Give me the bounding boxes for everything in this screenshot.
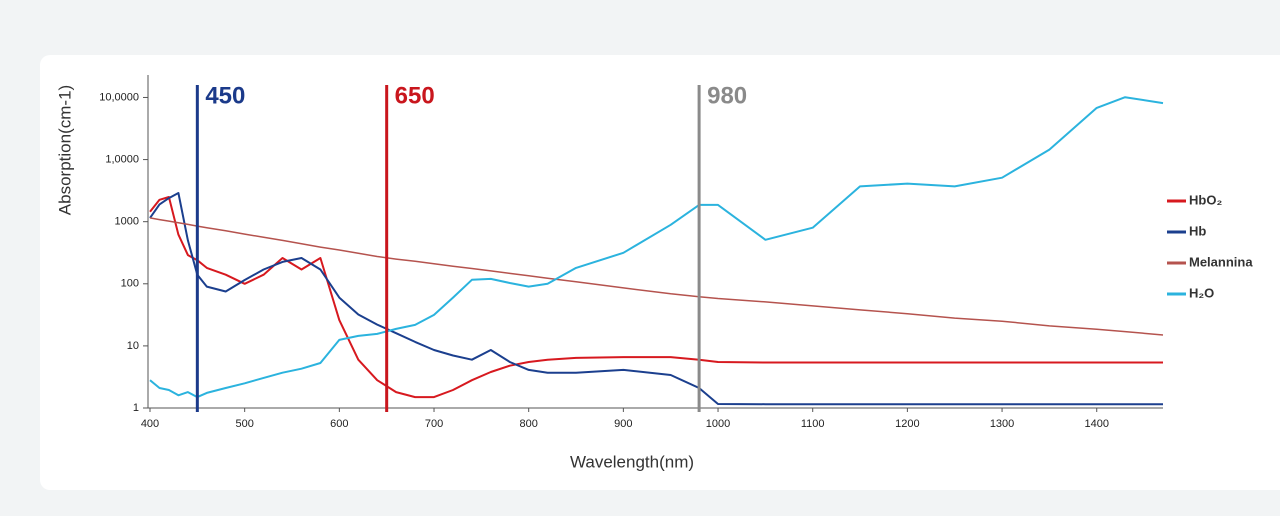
x-tick-label: 900	[614, 418, 632, 430]
series-line	[149, 96, 1164, 399]
legend-label: Melannina	[1189, 254, 1253, 269]
x-tick-label: 1300	[990, 418, 1014, 430]
series-line	[149, 196, 1163, 399]
x-tick-label: 500	[235, 418, 253, 430]
x-tick-label: 1400	[1084, 418, 1108, 430]
legend-label: HbO₂	[1189, 192, 1222, 207]
x-tick-label: 1100	[801, 418, 825, 430]
y-tick-label: 10,0000	[99, 91, 139, 103]
reference-label: 450	[205, 82, 245, 109]
x-tick-label: 700	[425, 418, 443, 430]
series-line	[149, 192, 1163, 406]
x-tick-label: 1200	[895, 418, 919, 430]
x-tick-label: 400	[141, 418, 159, 430]
y-tick-label: 100	[121, 278, 139, 290]
x-tick-label: 800	[520, 418, 538, 430]
x-axis-label: Wavelength(nm)	[570, 452, 694, 471]
y-tick-label: 1,0000	[105, 153, 139, 165]
reference-label: 650	[395, 82, 435, 109]
y-axis-label: Absorption(cm-1)	[55, 85, 74, 215]
legend-label: H₂O	[1189, 285, 1214, 300]
series-line	[149, 217, 1164, 336]
card	[40, 55, 1280, 490]
y-tick-label: 1	[133, 402, 139, 414]
x-tick-label: 600	[330, 418, 348, 430]
y-tick-label: 1000	[115, 216, 139, 228]
x-tick-label: 1000	[706, 418, 730, 430]
legend-label: Hb	[1189, 223, 1206, 238]
reference-label: 980	[707, 82, 747, 109]
y-tick-label: 10	[127, 340, 139, 352]
